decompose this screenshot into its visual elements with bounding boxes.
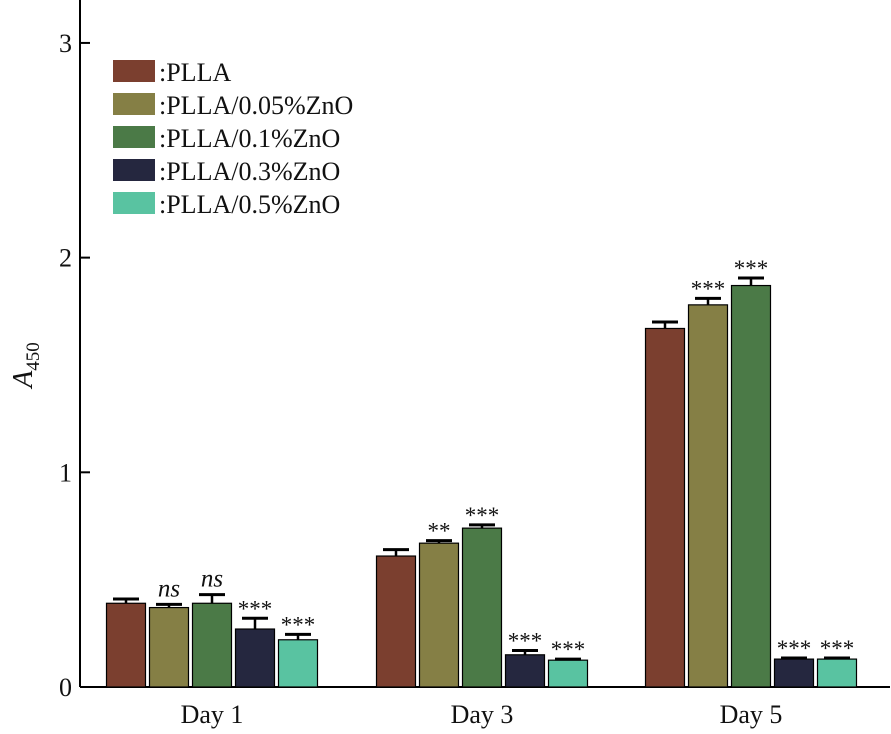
legend-label: :PLLA/0.3%ZnO [159, 157, 340, 186]
y-axis-label: A450 [8, 342, 44, 390]
y-tick-label: 2 [59, 244, 72, 273]
bar [418, 542, 460, 688]
significance-label: *** [734, 256, 769, 281]
bar [644, 327, 686, 688]
legend: :PLLA :PLLA/0.05%ZnO :PLLA/0.1%ZnO :PLLA/0.… [113, 58, 353, 219]
significance-label: *** [551, 637, 586, 662]
significance-label: *** [465, 503, 500, 528]
y-tick-label: 3 [59, 29, 72, 58]
bar [105, 602, 147, 688]
bar [773, 658, 815, 688]
bar [148, 606, 190, 688]
bar [375, 555, 417, 688]
legend-swatch [113, 159, 155, 181]
legend-swatch [113, 60, 155, 82]
x-tick-label: Day 5 [720, 700, 783, 729]
significance-label: ns [158, 575, 180, 602]
significance-label: *** [691, 276, 726, 301]
legend-label: :PLLA [159, 58, 231, 87]
significance-label: *** [820, 636, 855, 661]
legend-swatch [113, 93, 155, 115]
bar [461, 527, 503, 688]
legend-swatch [113, 192, 155, 214]
significance-label: ns [201, 566, 223, 593]
bar [504, 654, 546, 688]
significance-label: ** [428, 519, 451, 544]
bar [816, 658, 858, 688]
legend-swatch [113, 126, 155, 148]
significance-label: *** [777, 636, 812, 661]
legend-label: :PLLA/0.5%ZnO [159, 190, 340, 219]
bars: Day 1ns ns******Day 3******** ***Day 5****… [105, 256, 858, 729]
bar [277, 639, 319, 688]
legend-label: :PLLA/0.05%ZnO [159, 91, 353, 120]
x-tick-label: Day 3 [451, 700, 514, 729]
bar [234, 628, 276, 688]
bar [687, 304, 729, 688]
significance-label: *** [238, 596, 273, 621]
significance-label: *** [508, 629, 543, 654]
x-tick-label: Day 1 [181, 700, 244, 729]
y-tick-label: 0 [59, 673, 72, 702]
legend-label: :PLLA/0.1%ZnO [159, 124, 340, 153]
y-tick-label: 1 [59, 458, 72, 487]
bar [730, 284, 772, 688]
bar [191, 602, 233, 688]
significance-label: *** [281, 612, 316, 637]
bar [547, 659, 589, 688]
